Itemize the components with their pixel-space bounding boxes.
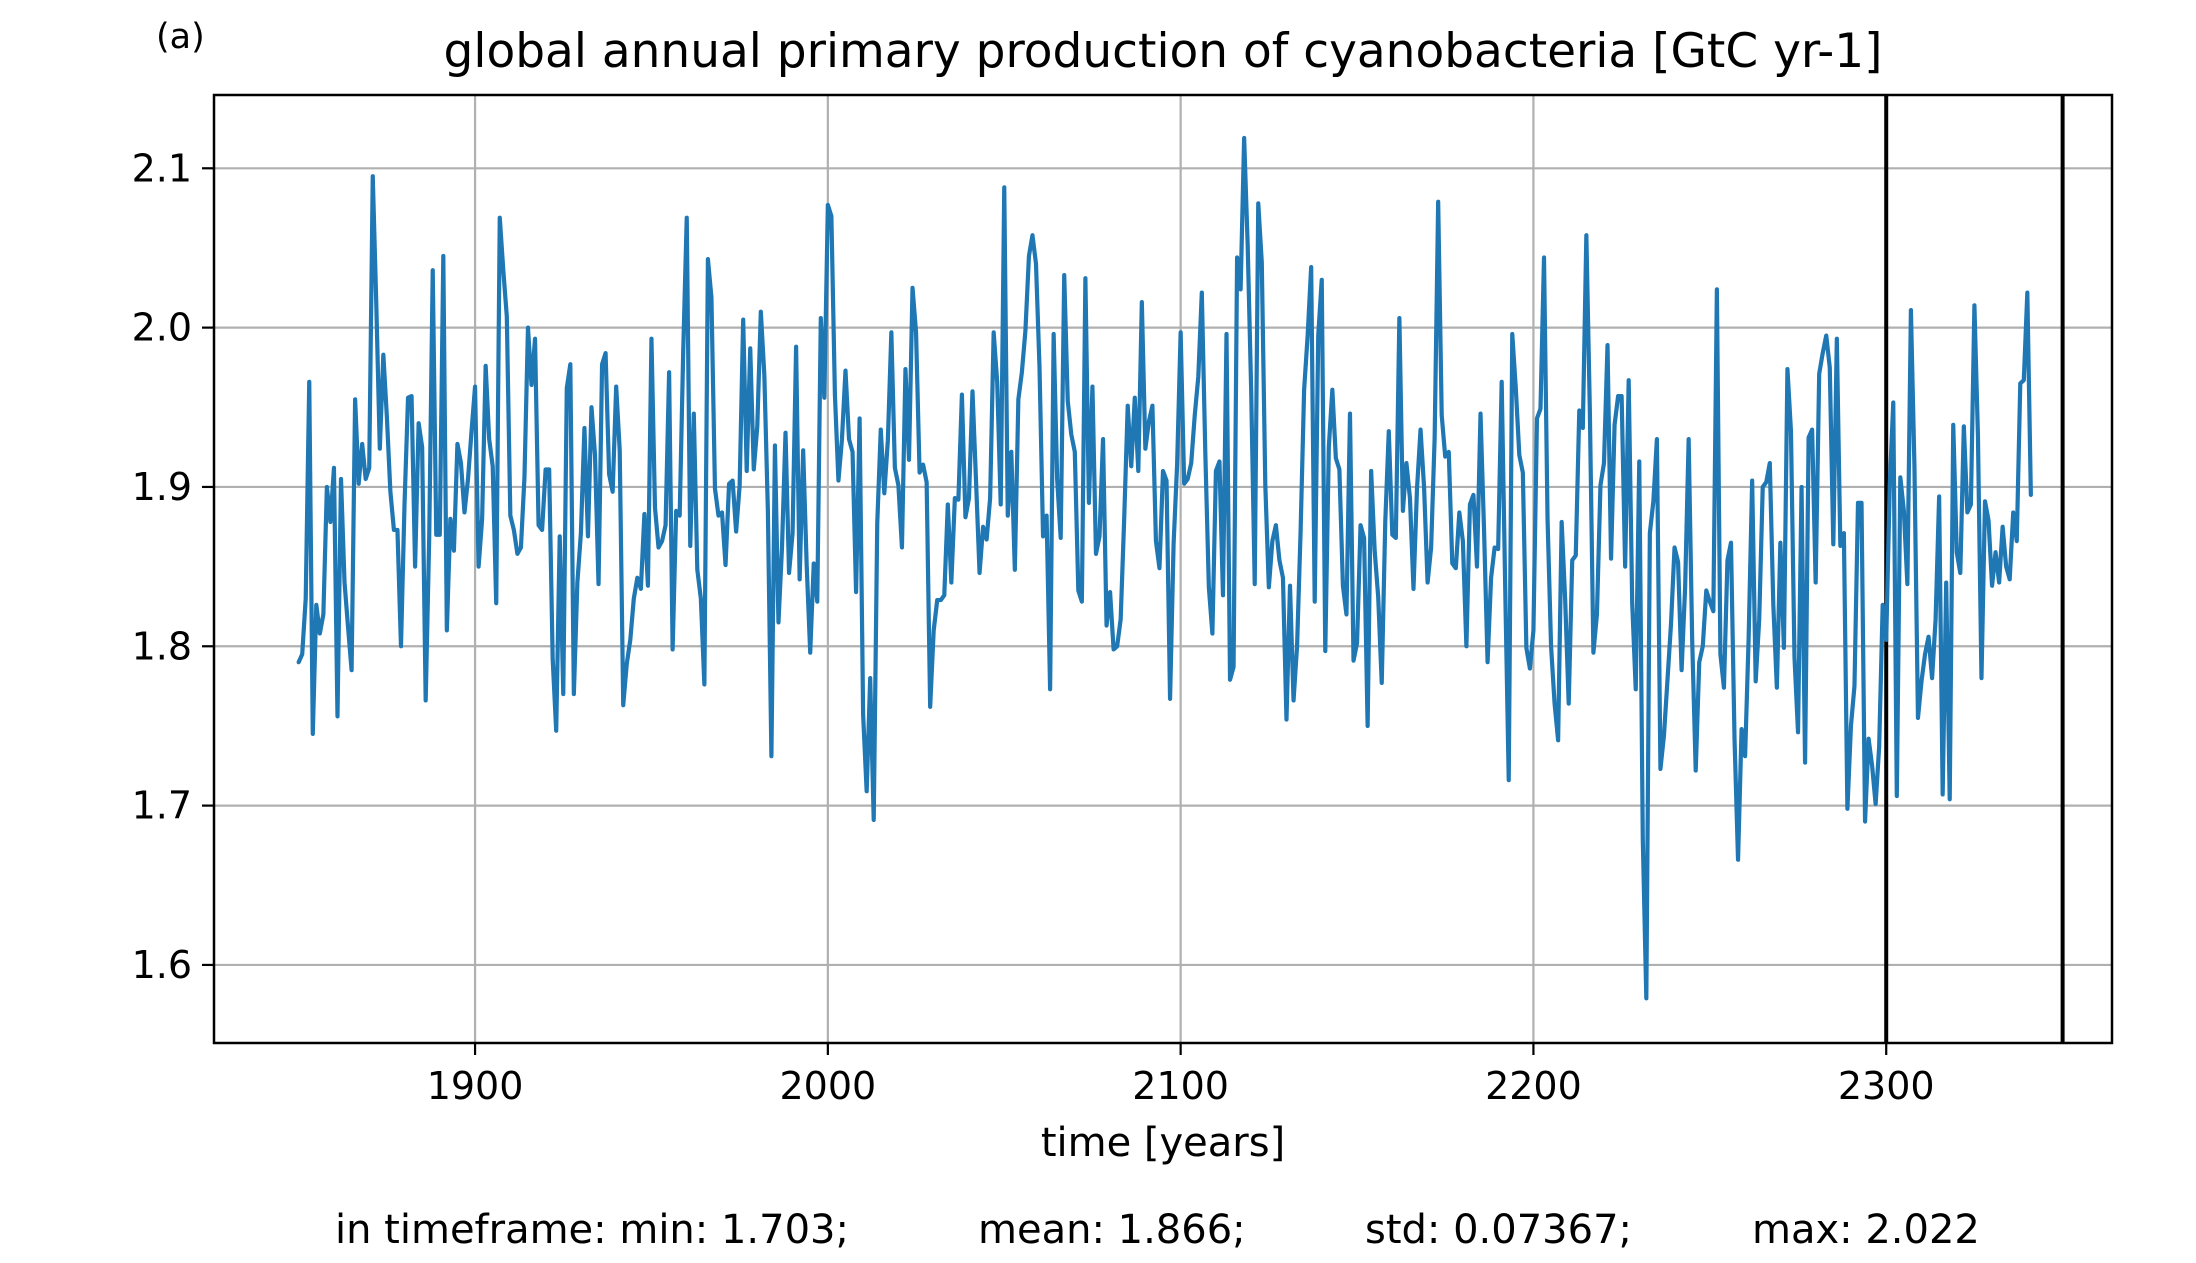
stats-mean: mean: 1.866; <box>978 1207 1246 1253</box>
x-tick-label-1900: 1900 <box>427 1064 524 1108</box>
y-tick-label-1.6: 1.6 <box>132 943 192 987</box>
x-tick-label-2000: 2000 <box>779 1064 876 1108</box>
y-tick-label-1.8: 1.8 <box>132 624 192 668</box>
y-axis: 1.6 1.7 1.8 1.9 2.0 2.1 <box>132 146 214 987</box>
series-layer <box>296 135 2033 1001</box>
y-tick-label-2: 2.0 <box>132 306 192 350</box>
stats-max: max: 2.022 <box>1752 1207 1980 1253</box>
x-tick-label-2200: 2200 <box>1485 1064 1582 1108</box>
series-line-0 <box>296 135 2033 1001</box>
plot-frame <box>212 93 2114 1045</box>
x-tick-label-2100: 2100 <box>1132 1064 1229 1108</box>
x-axis-label: time [years] <box>1041 1120 1285 1166</box>
y-tick-label-2.1: 2.1 <box>132 146 192 190</box>
stats-min: in timeframe: min: 1.703; <box>335 1207 849 1253</box>
x-tick-label-2300: 2300 <box>1838 1064 1935 1108</box>
y-tick-label-1.9: 1.9 <box>132 465 192 509</box>
reference-vertical-lines <box>1884 95 2065 1043</box>
stats-std: std: 0.07367; <box>1365 1207 1632 1253</box>
x-axis: 1900 2000 2100 2200 2300 <box>427 1043 1935 1108</box>
panel-label: (a) <box>156 17 205 57</box>
chart-title: global annual primary production of cyan… <box>444 24 1883 79</box>
y-tick-label-1.7: 1.7 <box>132 784 192 828</box>
